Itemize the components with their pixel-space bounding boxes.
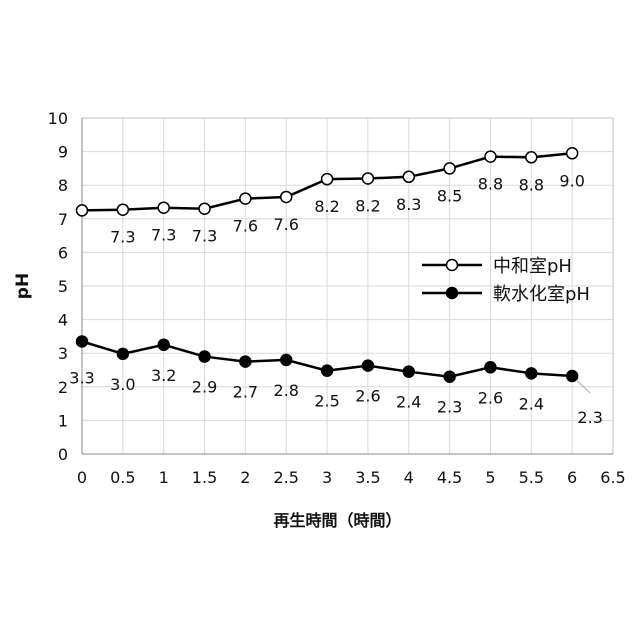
data-label: 7.6	[233, 217, 258, 236]
data-point	[444, 163, 455, 174]
x-tick-label: 2	[240, 468, 250, 487]
data-point	[199, 203, 210, 214]
y-tick-label: 4	[58, 311, 68, 330]
data-point	[362, 360, 373, 371]
data-point	[403, 171, 414, 182]
legend-label: 軟水化室pH	[493, 284, 590, 305]
data-label: 3.3	[69, 368, 94, 387]
data-label: 9.0	[559, 171, 584, 190]
data-point	[199, 351, 210, 362]
data-point	[403, 366, 414, 377]
data-label: 7.3	[192, 227, 217, 246]
data-label: 7.3	[151, 226, 176, 245]
y-tick-label: 9	[58, 143, 68, 162]
y-tick-label: 3	[58, 344, 68, 363]
legend-label: 中和室pH	[493, 256, 572, 277]
y-tick-label: 0	[58, 445, 68, 464]
data-label: 8.2	[314, 197, 339, 216]
line-chart: 0 0.5 1 1.5 2 2.5 3 3.5 4 4.5 5 5.5 6 6.5 0 1 2 3 4 5 6 7 8 9 10…	[0, 0, 640, 640]
x-tick-label: 4.5	[437, 468, 462, 487]
data-label: 2.6	[355, 387, 380, 406]
data-point	[567, 371, 578, 382]
data-label: 8.8	[478, 175, 503, 194]
data-label: 2.4	[519, 394, 544, 413]
data-label: 2.5	[314, 392, 339, 411]
data-point	[322, 174, 333, 185]
data-label: 2.3	[577, 408, 602, 427]
data-point	[485, 151, 496, 162]
data-point	[77, 336, 88, 347]
y-tick-label: 7	[58, 210, 68, 229]
data-label: 2.9	[192, 378, 217, 397]
x-tick-label: 0.5	[110, 468, 135, 487]
data-label: 8.2	[355, 196, 380, 215]
data-label: 2.8	[274, 381, 299, 400]
data-point	[322, 365, 333, 376]
y-tick-label: 2	[58, 378, 68, 397]
x-tick-label: 6.5	[600, 468, 625, 487]
data-point	[567, 148, 578, 159]
chart: 0 0.5 1 1.5 2 2.5 3 3.5 4 4.5 5 5.5 6 6.5 0 1 2 3 4 5 6 7 8 9 10…	[0, 0, 640, 640]
data-point	[117, 348, 128, 359]
x-tick-label: 3	[322, 468, 332, 487]
y-tick-label: 8	[58, 176, 68, 195]
data-point	[240, 193, 251, 204]
data-point	[444, 371, 455, 382]
x-tick-label: 2.5	[274, 468, 299, 487]
x-tick-label: 1	[159, 468, 169, 487]
data-label: 8.3	[396, 195, 421, 214]
data-label: 7.6	[274, 215, 299, 234]
data-label: 2.6	[478, 388, 503, 407]
data-point	[240, 356, 251, 367]
data-point	[117, 204, 128, 215]
x-tick-label: 3.5	[355, 468, 380, 487]
data-point	[281, 354, 292, 365]
y-tick-label: 1	[58, 411, 68, 430]
data-point	[158, 202, 169, 213]
legend-marker	[447, 288, 458, 299]
x-tick-label: 4	[404, 468, 414, 487]
data-point	[77, 205, 88, 216]
data-point	[485, 362, 496, 373]
x-tick-label: 1.5	[192, 468, 217, 487]
x-tick-label: 6	[567, 468, 577, 487]
x-tick-label: 5	[485, 468, 495, 487]
y-tick-label: 6	[58, 243, 68, 262]
data-point	[526, 152, 537, 163]
data-label: 3.0	[110, 375, 135, 394]
data-label: 8.5	[437, 186, 462, 205]
data-label: 2.7	[233, 383, 258, 402]
data-label: 2.3	[437, 398, 462, 417]
x-axis-title: 再生時間（時間）	[273, 511, 401, 530]
y-tick-label: 5	[58, 277, 68, 296]
data-point	[158, 339, 169, 350]
data-label: 3.2	[151, 366, 176, 385]
y-axis-title: pH	[13, 273, 33, 299]
data-point	[526, 368, 537, 379]
data-label: 2.4	[396, 393, 421, 412]
x-tick-label: 0	[77, 468, 87, 487]
data-point	[281, 191, 292, 202]
y-tick-label: 10	[48, 109, 68, 128]
data-label: 8.8	[519, 175, 544, 194]
data-point	[362, 173, 373, 184]
x-tick-label: 5.5	[519, 468, 544, 487]
data-label: 7.3	[110, 228, 135, 247]
legend-marker	[447, 260, 458, 271]
